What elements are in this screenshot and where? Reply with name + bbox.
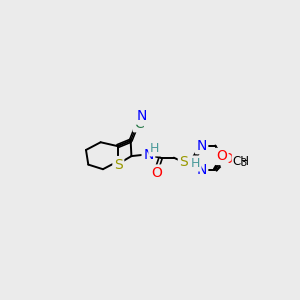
- Text: H: H: [150, 142, 159, 155]
- Text: S: S: [114, 158, 123, 172]
- Text: N: N: [136, 109, 147, 123]
- Text: N: N: [196, 163, 207, 177]
- Text: O: O: [222, 152, 233, 166]
- Text: O: O: [216, 149, 227, 164]
- Text: 3: 3: [241, 158, 247, 168]
- Text: O: O: [152, 166, 162, 180]
- Text: N: N: [143, 148, 154, 162]
- Text: H: H: [190, 157, 200, 170]
- Text: CH: CH: [232, 154, 249, 168]
- Text: S: S: [179, 155, 188, 169]
- Text: N: N: [196, 139, 207, 153]
- Text: C: C: [134, 117, 144, 131]
